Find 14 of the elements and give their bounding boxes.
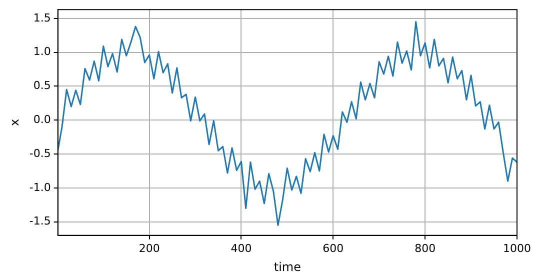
y-tick-label: -0.5 bbox=[29, 146, 51, 160]
x-tick-label: 200 bbox=[138, 242, 160, 255]
y-tick-label: 1.0 bbox=[33, 45, 51, 58]
x-axis-title: time bbox=[274, 260, 301, 274]
y-tick-label: -1.5 bbox=[29, 214, 51, 228]
y-tick-label: 1.5 bbox=[33, 11, 51, 24]
y-axis-title: x bbox=[7, 118, 22, 126]
x-tick-label: 400 bbox=[230, 242, 252, 255]
x-tick-label: 800 bbox=[414, 242, 436, 255]
y-tick-label: -1.0 bbox=[29, 180, 51, 194]
y-tick-label: 0.5 bbox=[33, 79, 51, 92]
x-tick-label: 1000 bbox=[503, 242, 531, 255]
x-tick-label: 600 bbox=[322, 242, 344, 255]
y-tick-label: 0.0 bbox=[33, 112, 51, 126]
